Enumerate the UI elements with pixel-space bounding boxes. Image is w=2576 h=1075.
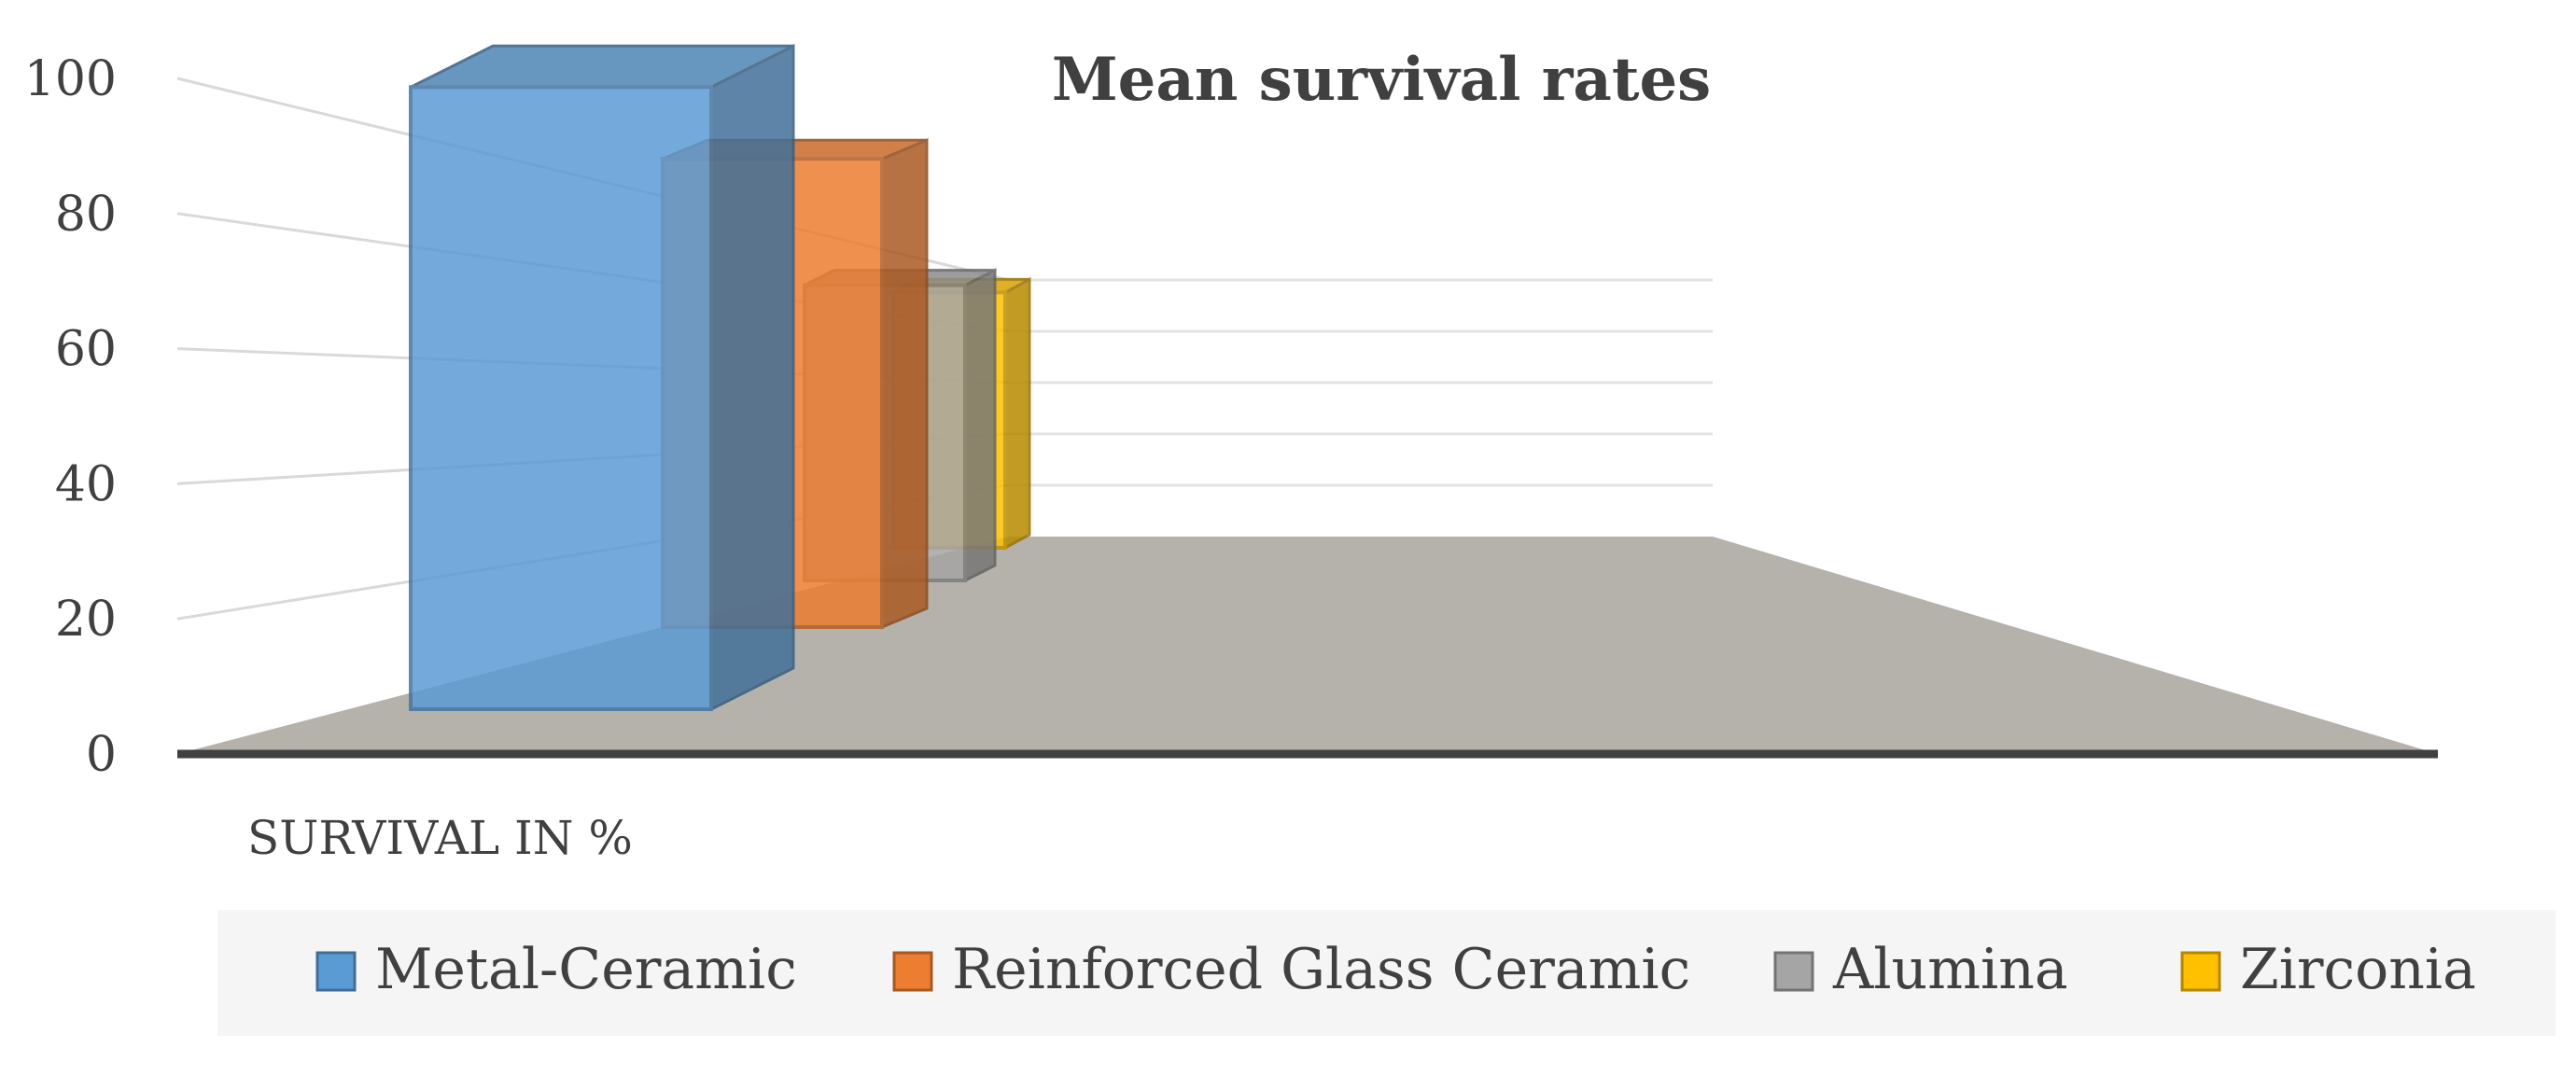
- chart-floor: [177, 537, 2438, 754]
- bar-side-face: [963, 268, 997, 583]
- chart-title: Mean survival rates: [1052, 45, 1711, 115]
- bar-side-face: [1003, 276, 1031, 551]
- legend-label: Alumina: [1832, 937, 2068, 1002]
- y-tick-label: 20: [55, 592, 117, 648]
- y-tick-label: 100: [24, 51, 117, 107]
- legend-swatch: [1773, 951, 1814, 992]
- legend-background: [217, 910, 2555, 1036]
- bar-front-face: [409, 85, 713, 711]
- y-axis-ticks: 0 20 40 60 80 100: [24, 51, 117, 783]
- legend-label: Reinforced Glass Ceramic: [952, 937, 1690, 1002]
- bar-side-face: [880, 137, 929, 630]
- y-tick-label: 40: [55, 456, 117, 512]
- category-label: SURVIVAL IN %: [247, 811, 633, 865]
- legend: Metal-Ceramic Reinforced Glass Ceramic Alu…: [315, 937, 2476, 1002]
- y-tick-label: 60: [55, 322, 117, 378]
- bar-side-face: [709, 43, 795, 712]
- legend-swatch: [315, 951, 357, 992]
- bar-metal-ceramic: [409, 43, 795, 712]
- legend-swatch: [892, 951, 933, 992]
- legend-swatch: [2180, 951, 2221, 992]
- legend-label: Metal-Ceramic: [375, 937, 797, 1002]
- bars: [409, 43, 1031, 712]
- y-tick-label: 80: [55, 187, 117, 243]
- y-tick-label: 0: [86, 727, 117, 783]
- legend-label: Zirconia: [2240, 937, 2476, 1002]
